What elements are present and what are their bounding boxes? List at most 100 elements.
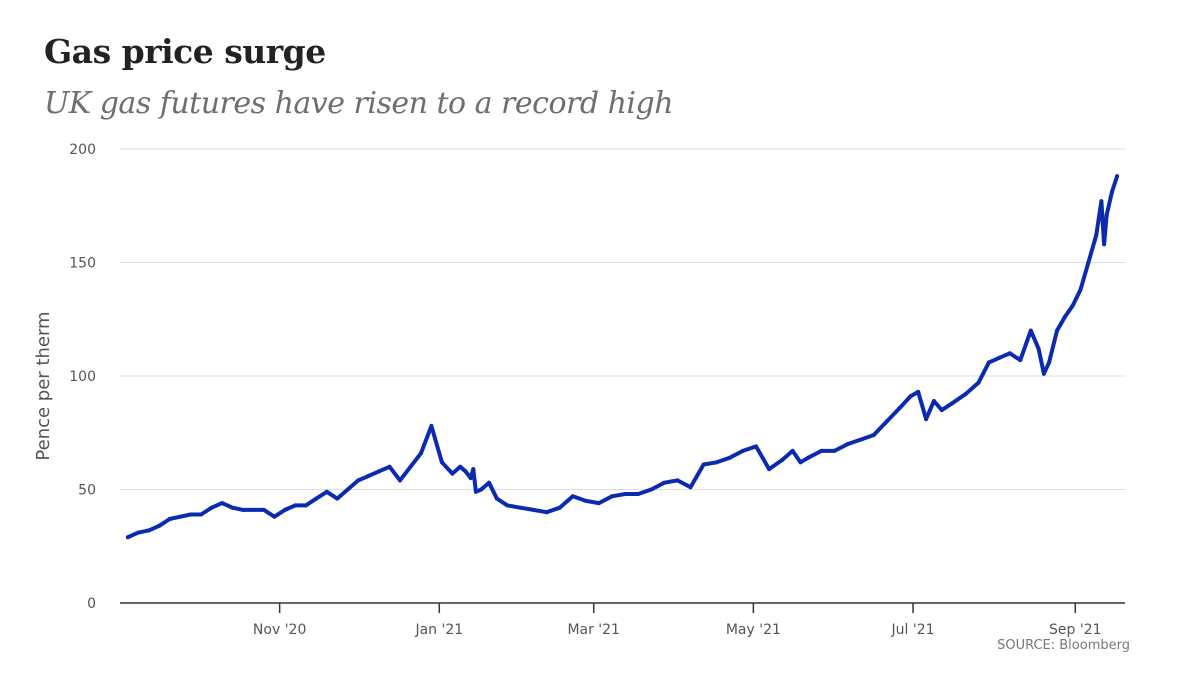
data-point bbox=[1078, 287, 1083, 292]
data-point bbox=[1018, 358, 1023, 363]
data-point bbox=[518, 505, 523, 510]
data-point bbox=[241, 507, 245, 512]
data-point bbox=[939, 408, 944, 413]
data-point bbox=[963, 392, 968, 397]
data-point bbox=[1104, 212, 1109, 217]
data-point bbox=[429, 423, 434, 428]
data-point bbox=[487, 480, 491, 485]
data-point bbox=[924, 417, 929, 422]
data-point bbox=[356, 478, 361, 483]
data-point bbox=[282, 507, 287, 512]
data-point bbox=[188, 512, 193, 517]
x-tick-label-2: Mar '21 bbox=[567, 622, 620, 638]
data-point bbox=[136, 530, 141, 535]
x-tick-label-0: Nov '20 bbox=[253, 622, 306, 638]
data-point bbox=[832, 448, 837, 453]
data-point bbox=[610, 494, 614, 499]
data-point bbox=[583, 498, 588, 503]
y-tick-label-50: 50 bbox=[78, 483, 96, 499]
y-tick-label-150: 150 bbox=[69, 256, 96, 272]
data-point bbox=[261, 507, 266, 512]
data-point bbox=[1007, 351, 1012, 356]
data-point bbox=[908, 394, 913, 399]
data-point bbox=[897, 405, 902, 410]
data-point bbox=[1047, 360, 1052, 365]
data-point bbox=[178, 514, 183, 519]
chart-title: Gas price surge bbox=[44, 32, 326, 71]
data-point bbox=[314, 496, 319, 501]
data-point bbox=[1055, 328, 1059, 333]
data-point bbox=[596, 501, 601, 506]
data-point bbox=[220, 501, 225, 506]
data-point bbox=[701, 462, 706, 467]
data-point bbox=[450, 471, 455, 476]
data-point bbox=[293, 503, 298, 508]
data-point bbox=[754, 444, 758, 449]
data-point bbox=[1036, 346, 1041, 351]
data-point bbox=[649, 487, 654, 492]
data-point bbox=[408, 464, 413, 469]
y-tick-label-100: 100 bbox=[69, 369, 96, 385]
data-point bbox=[544, 510, 549, 515]
data-point bbox=[688, 485, 693, 490]
data-point bbox=[740, 448, 745, 453]
data-point bbox=[871, 433, 876, 437]
data-point bbox=[387, 464, 392, 469]
data-point bbox=[858, 437, 863, 442]
data-point bbox=[1086, 260, 1091, 265]
data-point bbox=[1028, 328, 1033, 333]
data-point bbox=[324, 489, 329, 494]
data-point bbox=[531, 507, 536, 512]
data-point bbox=[494, 496, 499, 501]
data-point bbox=[997, 355, 1002, 360]
data-point bbox=[366, 473, 371, 478]
data-point bbox=[675, 478, 680, 483]
data-point bbox=[1102, 242, 1107, 247]
data-point bbox=[845, 442, 850, 447]
data-point bbox=[662, 480, 667, 485]
data-point bbox=[636, 492, 641, 496]
chart-subtitle: UK gas futures have risen to a record hi… bbox=[44, 86, 674, 121]
data-point bbox=[916, 389, 921, 394]
data-point bbox=[199, 512, 204, 517]
data-point bbox=[1109, 190, 1114, 195]
source-note: SOURCE: Bloomberg bbox=[997, 638, 1130, 653]
data-point bbox=[570, 494, 575, 499]
data-point bbox=[950, 401, 955, 406]
series-line-0 bbox=[125, 174, 1120, 540]
data-point bbox=[303, 503, 308, 508]
data-point bbox=[167, 517, 172, 521]
data-point bbox=[1062, 315, 1067, 319]
y-tick-label-0: 0 bbox=[87, 596, 96, 612]
data-point bbox=[458, 464, 463, 469]
data-point bbox=[398, 478, 402, 483]
data-point bbox=[1115, 174, 1120, 179]
data-point bbox=[1070, 303, 1075, 308]
data-point bbox=[976, 380, 981, 385]
data-point bbox=[439, 460, 444, 465]
data-point bbox=[419, 451, 423, 456]
data-point bbox=[251, 507, 256, 512]
data-point bbox=[806, 455, 811, 460]
data-point bbox=[780, 458, 785, 462]
data-point bbox=[931, 399, 936, 403]
x-axis-ticks: Nov '20 Jan '21 Mar '21 May '21 Jul '21 Sep '… bbox=[253, 603, 1102, 638]
data-point bbox=[986, 360, 991, 365]
x-tick-label-5: Sep '21 bbox=[1049, 622, 1102, 638]
data-point bbox=[335, 496, 340, 501]
series-layer bbox=[125, 174, 1120, 540]
x-tick-label-4: Jul '21 bbox=[891, 622, 935, 638]
data-point bbox=[471, 467, 476, 472]
data-point bbox=[468, 476, 473, 481]
data-point bbox=[727, 455, 732, 460]
data-point bbox=[377, 469, 382, 474]
data-point bbox=[790, 448, 795, 453]
data-point bbox=[767, 467, 772, 472]
data-point bbox=[798, 460, 803, 465]
data-point bbox=[463, 469, 468, 474]
data-point bbox=[1041, 371, 1046, 376]
gridlines bbox=[120, 148, 1125, 490]
x-tick-label-1: Jan '21 bbox=[414, 622, 463, 638]
data-point bbox=[819, 448, 824, 453]
